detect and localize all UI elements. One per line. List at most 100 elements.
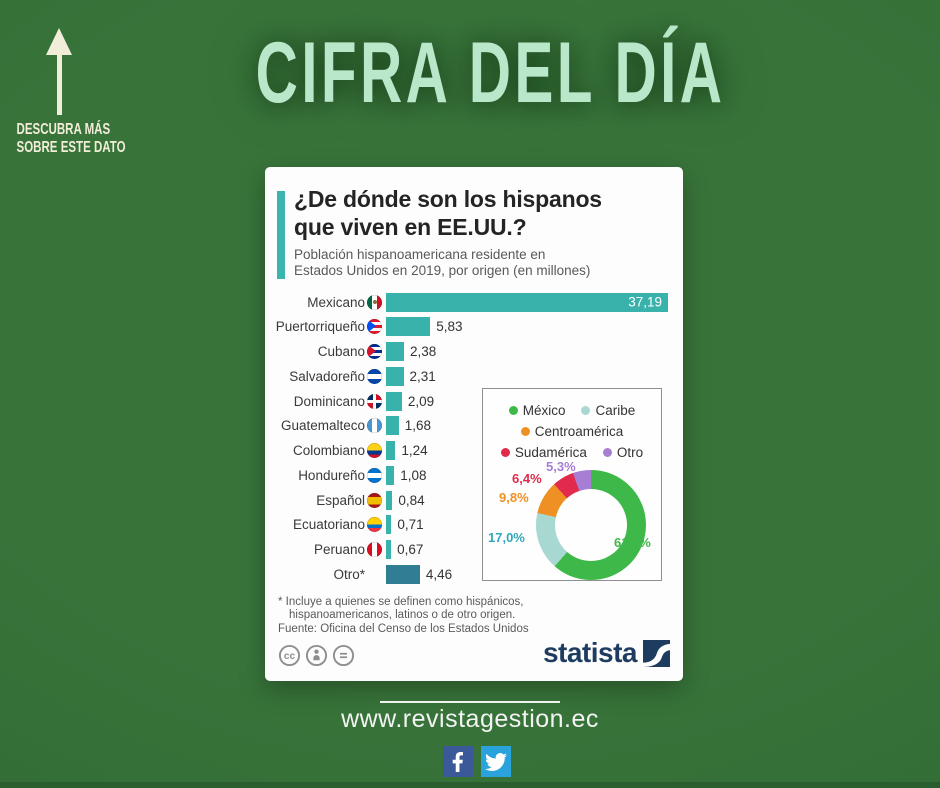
footnote-line1: * Incluye a quienes se definen como hisp… (278, 596, 524, 608)
chart-title-line1: ¿De dónde son los hispanos (294, 186, 602, 212)
value-label: 2,38 (410, 344, 437, 360)
legend-dot-icon (500, 448, 510, 457)
category-label: Colombiano (292, 443, 365, 459)
value-label: 37,19 (628, 294, 662, 310)
legend-dot-icon (581, 406, 591, 415)
arrow-head (46, 28, 72, 55)
page-title: CIFRA DEL DÍA (255, 25, 726, 121)
donut-legend: México Caribe Centroamérica Sudamérica Otro (483, 389, 661, 463)
category-label: Español (316, 492, 365, 508)
license-badges: cc (278, 644, 355, 667)
flag-el-salvador-icon (367, 368, 382, 384)
bottom-border (0, 782, 940, 788)
bar (386, 564, 420, 584)
donut-hole (555, 489, 627, 561)
bar (386, 342, 405, 362)
bar-row: Ecuatoriano 0,71 (269, 515, 424, 535)
bar (386, 416, 399, 436)
legend-entry: Centroamérica (520, 421, 624, 442)
bar-row: Hondureño 1,08 (269, 465, 427, 485)
donut-slice-label: 9,8% (499, 490, 529, 505)
bar (386, 441, 396, 461)
statista-wordmark: statista (542, 637, 638, 668)
bar (386, 490, 393, 510)
value-label: 0,67 (397, 542, 424, 558)
value-label: 1,08 (400, 467, 427, 483)
up-arrow-icon (46, 28, 72, 115)
twitter-icon[interactable] (481, 746, 511, 777)
chart-title-line2: que viven en EE.UU.? (294, 214, 527, 240)
discover-line2: SOBRE ESTE DATO (16, 139, 126, 156)
category-label: Guatemalteco (280, 418, 365, 434)
flag-ecuador-icon (367, 517, 382, 533)
bar (386, 465, 395, 485)
legend-entry: Sudamérica (500, 442, 587, 463)
value-label: 1,68 (404, 418, 432, 434)
donut-chart (536, 470, 646, 580)
infographic-card: ¿De dónde son los hispanos que viven en … (265, 167, 683, 681)
cc-nd-icon[interactable] (332, 644, 355, 667)
flag-honduras-icon (367, 467, 382, 483)
category-label: Peruano (313, 542, 365, 558)
bar-row: Dominicano 2,09 (269, 391, 435, 411)
bar: 37,19 (386, 292, 668, 312)
legend-label: Otro (616, 445, 644, 460)
flag-colombia-icon (367, 443, 382, 459)
svg-text:cc: cc (284, 651, 296, 662)
chart-subtitle: Población hispanoamericana residente en … (294, 247, 590, 278)
bar-row: Puertorriqueño 5,83 (269, 317, 463, 337)
legend-dot-icon (602, 448, 612, 457)
chart-subtitle-line2: Estados Unidos en 2019, por origen (en m… (294, 262, 591, 278)
category-label: Mexicano (307, 294, 365, 310)
statista-logo: statista (543, 637, 670, 669)
bar (386, 317, 431, 337)
bar-row: Guatemalteco 1,68 (269, 416, 432, 436)
donut-panel: México Caribe Centroamérica Sudamérica Otro … (482, 388, 662, 581)
value-label: 0,71 (397, 517, 424, 533)
category-label: Puertorriqueño (275, 319, 365, 335)
chart-title: ¿De dónde son los hispanos que viven en … (294, 185, 602, 241)
flag-puerto-rico-icon (367, 319, 382, 335)
bar (386, 366, 404, 386)
title-accent-bar (277, 191, 285, 279)
flag-dominican-republic-icon (367, 393, 382, 409)
website-url: www.revistagestion.ec (341, 705, 599, 733)
category-label: Dominicano (293, 393, 365, 409)
category-label: Hondureño (298, 467, 365, 483)
legend-entry: Otro (602, 442, 644, 463)
donut-slice-label: 5,3% (546, 459, 576, 474)
flag-peru-icon (367, 542, 382, 558)
bar-row: Otro* 4,46 (269, 564, 452, 584)
footer-divider (380, 701, 560, 703)
legend-label: Caribe (595, 403, 636, 418)
bar-row: Cubano 2,38 (269, 342, 437, 362)
footnote-line2: hispanoamericanos, latinos o de otro ori… (289, 609, 516, 621)
flag-spain-icon (367, 492, 382, 508)
cc-icon[interactable]: cc (278, 644, 301, 667)
flag-mexico-icon (367, 294, 382, 310)
cc-attribution-icon[interactable] (305, 644, 328, 667)
legend-label: Centroamérica (534, 424, 624, 439)
value-label: 1,24 (401, 443, 428, 459)
legend-label: México (522, 403, 566, 418)
value-label: 2,09 (407, 393, 435, 409)
bar (386, 540, 392, 560)
category-label: Salvadoreño (289, 368, 365, 384)
source-label: Fuente: Oficina del Censo de los Estados… (278, 623, 529, 635)
legend-label: Sudamérica (514, 445, 587, 460)
bar (386, 391, 402, 411)
chart-subtitle-line1: Población hispanoamericana residente en (294, 247, 546, 262)
donut-slice-label: 6,4% (512, 471, 542, 486)
arrow-shaft (56, 55, 62, 115)
flag-cuba-icon (367, 344, 382, 360)
discover-label: DESCUBRA MÁS SOBRE ESTE DATO (16, 121, 126, 157)
category-label: Ecuatoriano (292, 517, 365, 533)
legend-entry: México (508, 400, 566, 421)
legend-dot-icon (508, 406, 518, 415)
statista-mark-icon (643, 639, 670, 667)
value-label: 5,83 (436, 319, 463, 335)
bar-row: Colombiano 1,24 (269, 441, 428, 461)
facebook-icon[interactable] (443, 746, 473, 777)
category-label: Cubano (317, 344, 365, 360)
